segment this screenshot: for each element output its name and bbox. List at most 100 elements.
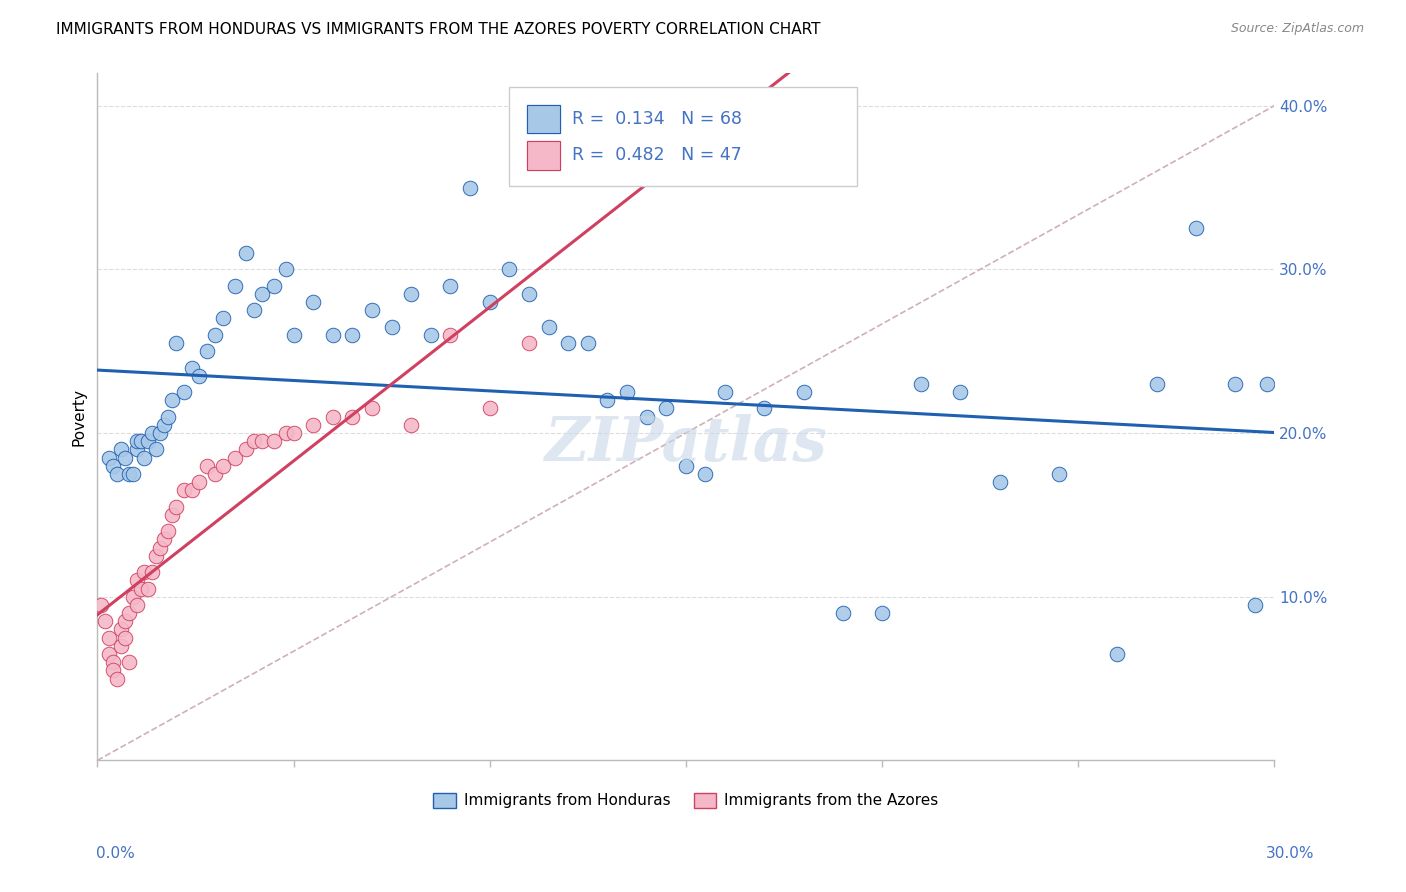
Point [121, 467, 143, 481]
Point [134, 450, 156, 465]
Point [160, 393, 183, 408]
Point [695, 467, 717, 481]
Point [1047, 467, 1070, 481]
Point [129, 582, 152, 596]
Point [596, 393, 619, 408]
Point [118, 606, 141, 620]
Point [134, 565, 156, 579]
Point [105, 672, 128, 686]
Text: R =  0.134   N = 68: R = 0.134 N = 68 [572, 110, 742, 128]
Point [419, 327, 441, 342]
Point [754, 401, 776, 416]
Point [125, 574, 148, 588]
Bar [527, 141, 560, 169]
Point [121, 590, 143, 604]
Point [342, 327, 364, 342]
Point [101, 458, 124, 473]
Point [224, 278, 246, 293]
Point [98, 647, 121, 661]
Point [498, 262, 520, 277]
Text: 30.0%: 30.0% [1267, 846, 1315, 861]
Point [156, 409, 179, 424]
FancyBboxPatch shape [509, 87, 856, 186]
Point [517, 287, 540, 301]
Point [118, 655, 141, 669]
Point [1185, 221, 1208, 235]
Point [153, 533, 176, 547]
Point [141, 425, 163, 440]
Point [714, 385, 737, 400]
Point [173, 483, 195, 498]
Point [224, 450, 246, 465]
Point [165, 500, 187, 514]
Point [138, 434, 160, 449]
Point [125, 598, 148, 612]
Point [870, 606, 893, 620]
Y-axis label: Poverty: Poverty [72, 388, 86, 446]
Point [439, 278, 461, 293]
Point [910, 376, 932, 391]
Legend: Immigrants from Honduras, Immigrants from the Azores: Immigrants from Honduras, Immigrants fro… [427, 787, 945, 814]
Point [1243, 598, 1265, 612]
Point [212, 311, 235, 326]
Point [988, 475, 1011, 490]
Point [537, 319, 560, 334]
Point [145, 442, 167, 457]
Point [1146, 376, 1168, 391]
Point [105, 467, 128, 481]
Point [616, 385, 638, 400]
Point [250, 434, 273, 449]
Point [204, 327, 226, 342]
Point [125, 442, 148, 457]
Point [180, 360, 202, 375]
Point [129, 434, 152, 449]
Point [576, 336, 599, 351]
Point [118, 467, 141, 481]
Point [90, 598, 112, 612]
Point [141, 565, 163, 579]
Point [381, 319, 404, 334]
Bar [527, 104, 560, 134]
Point [478, 295, 501, 310]
Point [243, 434, 266, 449]
Point [101, 655, 124, 669]
Point [212, 458, 235, 473]
Point [342, 409, 364, 424]
Point [831, 606, 853, 620]
Point [263, 278, 285, 293]
Point [173, 385, 195, 400]
Point [793, 385, 815, 400]
Point [655, 401, 678, 416]
Point [675, 458, 697, 473]
Point [98, 450, 121, 465]
Bar [527, 104, 560, 134]
Point [195, 344, 218, 359]
Bar [527, 141, 560, 169]
Point [160, 508, 183, 522]
Text: 0.0%: 0.0% [96, 846, 135, 861]
Point [557, 336, 579, 351]
Point [458, 180, 481, 194]
Point [153, 417, 176, 432]
Point [399, 287, 422, 301]
Point [145, 549, 167, 563]
Point [949, 385, 972, 400]
Point [110, 623, 132, 637]
Point [302, 417, 325, 432]
Point [274, 262, 297, 277]
Point [165, 336, 187, 351]
Point [149, 541, 172, 555]
Point [204, 467, 226, 481]
Point [1256, 376, 1278, 391]
Point [235, 442, 257, 457]
Text: ZIPatlas: ZIPatlas [544, 414, 827, 475]
Point [274, 425, 297, 440]
Text: R =  0.482   N = 47: R = 0.482 N = 47 [572, 146, 741, 164]
Point [98, 631, 121, 645]
Point [110, 639, 132, 653]
Point [478, 401, 501, 416]
Point [1223, 376, 1246, 391]
Point [517, 336, 540, 351]
Point [101, 664, 124, 678]
Point [180, 483, 202, 498]
